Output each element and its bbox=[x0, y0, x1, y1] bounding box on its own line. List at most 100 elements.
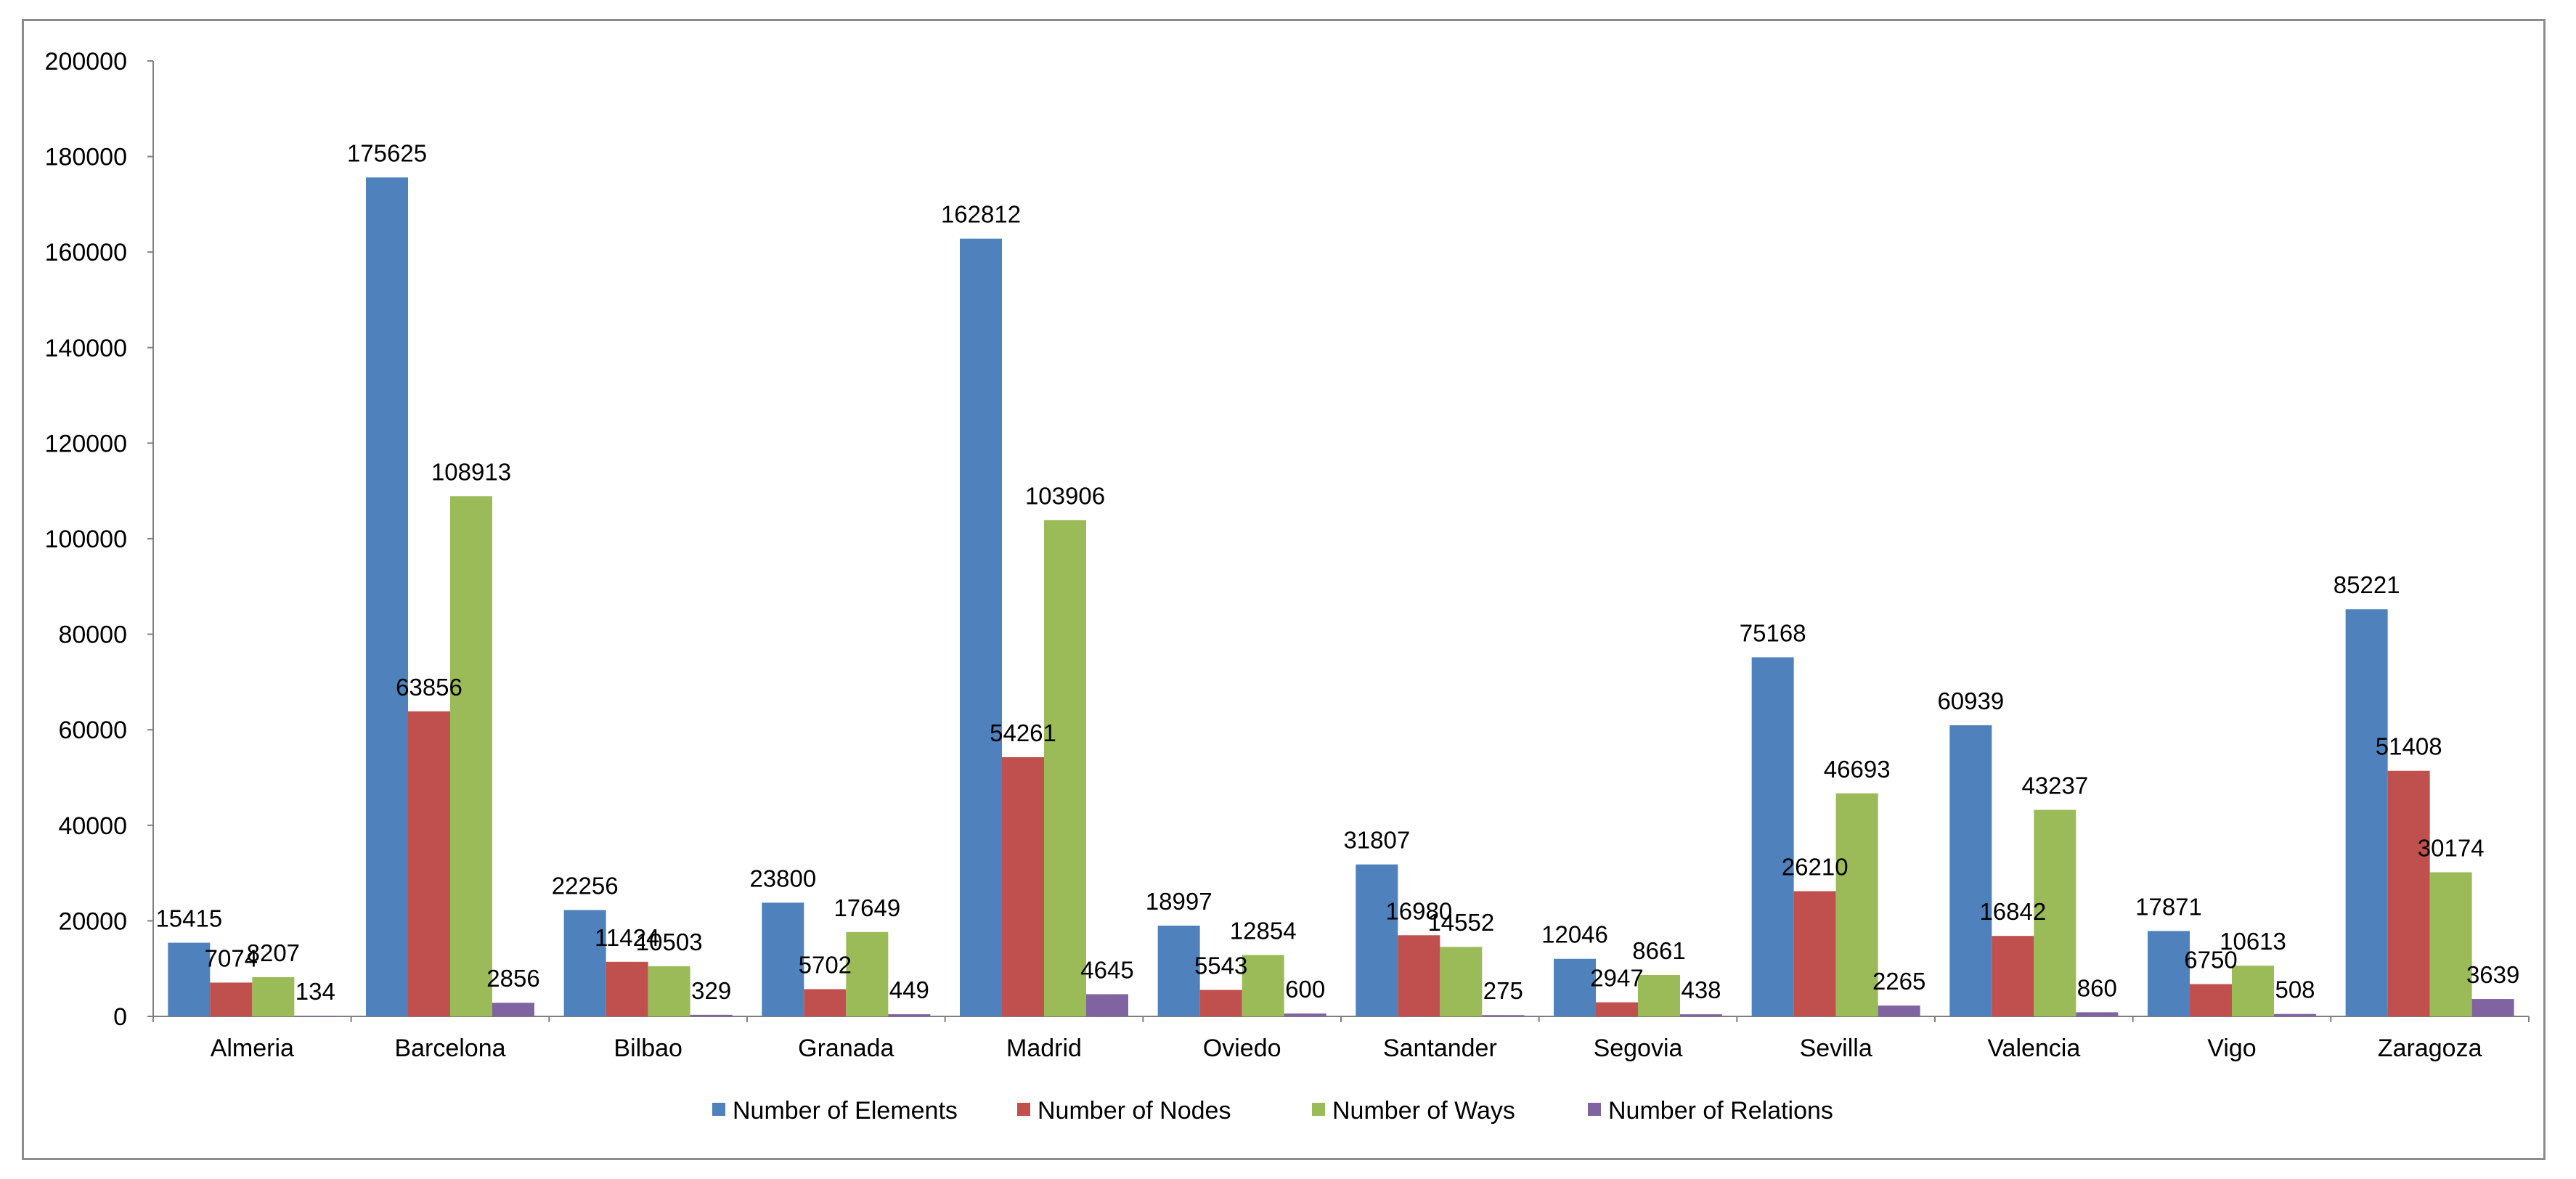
data-label: 16842 bbox=[1979, 898, 2046, 925]
bar-number-of-ways bbox=[1835, 793, 1878, 1016]
bar-number-of-nodes bbox=[1596, 1002, 1638, 1016]
data-label: 17649 bbox=[833, 894, 900, 921]
bar-number-of-nodes bbox=[804, 989, 847, 1016]
legend-label: Number of Nodes bbox=[1038, 1097, 1231, 1125]
bar-number-of-elements bbox=[762, 902, 804, 1016]
data-label: 860 bbox=[2077, 974, 2117, 1001]
x-category-label: Oviedo bbox=[1203, 1035, 1281, 1062]
bar-number-of-nodes bbox=[1398, 935, 1440, 1016]
bar-number-of-nodes bbox=[2387, 770, 2430, 1016]
y-tick-label: 140000 bbox=[45, 335, 127, 362]
bar-number-of-elements bbox=[1949, 725, 1992, 1016]
x-category-label: Almeria bbox=[211, 1035, 294, 1062]
legend-swatch bbox=[1588, 1103, 1601, 1116]
y-tick-label: 100000 bbox=[45, 526, 127, 553]
data-label: 2947 bbox=[1590, 965, 1643, 992]
data-label: 85221 bbox=[2334, 571, 2400, 598]
bar-number-of-elements bbox=[1751, 657, 1794, 1016]
data-label: 8661 bbox=[1632, 937, 1685, 964]
data-label: 329 bbox=[691, 977, 731, 1004]
bar-number-of-ways bbox=[252, 976, 295, 1016]
y-tick-label: 120000 bbox=[45, 430, 127, 457]
data-label: 6750 bbox=[2184, 947, 2237, 974]
y-tick-label: 20000 bbox=[58, 907, 127, 935]
data-label: 16980 bbox=[1385, 897, 1452, 924]
x-category-label: Santander bbox=[1383, 1035, 1497, 1062]
bar-number-of-relations bbox=[1878, 1005, 1920, 1016]
data-label: 175625 bbox=[347, 139, 427, 166]
data-label: 275 bbox=[1483, 977, 1523, 1004]
bar-number-of-elements bbox=[1356, 864, 1398, 1016]
bars bbox=[168, 177, 2514, 1017]
legend-label: Number of Ways bbox=[1332, 1097, 1515, 1125]
data-label: 103906 bbox=[1025, 482, 1105, 509]
bar-number-of-ways bbox=[1440, 947, 1483, 1016]
bar-number-of-elements bbox=[1554, 958, 1596, 1016]
bar-number-of-ways bbox=[450, 496, 492, 1016]
data-label: 600 bbox=[1285, 976, 1325, 1003]
data-label: 75168 bbox=[1740, 619, 1806, 646]
bar-number-of-relations bbox=[888, 1014, 931, 1016]
data-label: 22256 bbox=[552, 873, 619, 899]
legend-label: Number of Elements bbox=[733, 1097, 958, 1125]
chart-frame: 0 20000 40000 60000 80000 100000 120000 140000 1… bbox=[22, 19, 2546, 1160]
y-tick-label: 80000 bbox=[58, 621, 127, 649]
y-tick-label: 200000 bbox=[45, 48, 127, 76]
data-label: 508 bbox=[2275, 976, 2315, 1003]
bar-number-of-ways bbox=[2429, 872, 2472, 1016]
x-category-label: Vigo bbox=[2207, 1035, 2256, 1062]
data-label: 23800 bbox=[749, 865, 816, 892]
bar-number-of-elements bbox=[2148, 931, 2190, 1016]
axes: 0 20000 40000 60000 80000 100000 120000 140000 1… bbox=[45, 48, 2530, 1062]
bar-number-of-elements bbox=[563, 910, 606, 1016]
bar-number-of-relations bbox=[1482, 1015, 1525, 1016]
data-label: 14552 bbox=[1427, 909, 1494, 936]
data-label: 134 bbox=[295, 978, 335, 1005]
bar-number-of-ways bbox=[1044, 520, 1086, 1016]
bar-number-of-relations bbox=[2274, 1013, 2316, 1016]
bar-number-of-elements bbox=[2345, 609, 2388, 1016]
data-label: 4645 bbox=[1080, 956, 1133, 983]
data-label: 449 bbox=[889, 976, 929, 1003]
legend-swatch bbox=[1312, 1103, 1325, 1116]
data-label: 54261 bbox=[990, 719, 1056, 746]
bar-number-of-elements bbox=[366, 177, 408, 1017]
data-label: 10503 bbox=[636, 929, 703, 955]
bar-number-of-ways bbox=[846, 931, 889, 1016]
data-label: 46693 bbox=[1824, 756, 1891, 783]
bar-chart: 0 20000 40000 60000 80000 100000 120000 140000 1… bbox=[45, 48, 2530, 1125]
data-label: 51408 bbox=[2376, 733, 2442, 760]
y-tick-label: 0 bbox=[113, 1003, 127, 1031]
data-label: 30174 bbox=[2418, 834, 2485, 861]
bar-number-of-nodes bbox=[210, 982, 253, 1016]
bar-number-of-ways bbox=[1242, 955, 1284, 1016]
data-label: 2856 bbox=[486, 965, 539, 992]
data-label: 63856 bbox=[396, 674, 462, 701]
bar-number-of-elements bbox=[168, 942, 211, 1016]
bar-number-of-ways bbox=[2034, 809, 2076, 1016]
bar-number-of-nodes bbox=[1992, 936, 2034, 1016]
data-label: 162812 bbox=[941, 201, 1021, 228]
bar-number-of-relations bbox=[2076, 1012, 2119, 1016]
x-category-label: Segovia bbox=[1594, 1035, 1683, 1062]
bar-number-of-nodes bbox=[1199, 990, 1242, 1016]
data-label: 15415 bbox=[155, 905, 222, 932]
y-tick-label: 180000 bbox=[45, 144, 127, 171]
bar-number-of-relations bbox=[1284, 1013, 1326, 1016]
bar-number-of-elements bbox=[960, 238, 1002, 1017]
data-label: 7074 bbox=[205, 945, 258, 971]
x-category-label: Madrid bbox=[1006, 1035, 1082, 1062]
x-category-label: Granada bbox=[798, 1035, 894, 1062]
bar-number-of-nodes bbox=[1793, 891, 1836, 1016]
legend: Number of Elements Number of Nodes Number … bbox=[712, 1097, 1833, 1125]
data-label: 17871 bbox=[2135, 893, 2202, 920]
x-category-label: Valencia bbox=[1987, 1035, 2080, 1062]
data-label: 12854 bbox=[1230, 917, 1297, 944]
data-label: 108913 bbox=[431, 458, 511, 485]
data-label: 438 bbox=[1681, 976, 1721, 1003]
legend-swatch bbox=[1017, 1103, 1030, 1116]
legend-swatch bbox=[712, 1103, 725, 1116]
bar-number-of-ways bbox=[1638, 975, 1680, 1016]
data-label: 8207 bbox=[247, 939, 300, 966]
